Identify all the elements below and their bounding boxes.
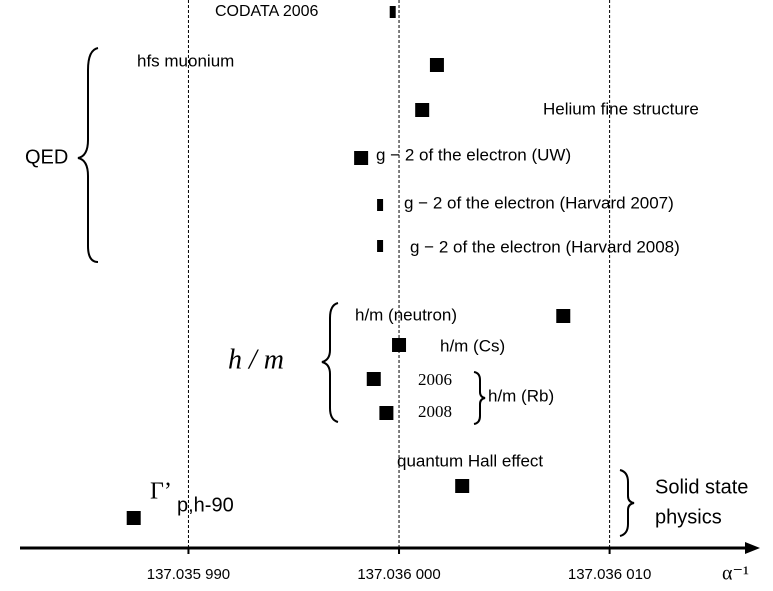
x-tick-label: 137.036 010 bbox=[568, 566, 651, 583]
marker bbox=[389, 6, 396, 18]
group-label: p,h-90 bbox=[177, 494, 234, 516]
series-label: g − 2 of the electron (UW) bbox=[376, 145, 571, 164]
marker bbox=[379, 406, 394, 420]
series-label: h/m (neutron) bbox=[355, 305, 457, 324]
x-tick-label: 137.035 990 bbox=[147, 566, 230, 583]
series-label: h/m (Cs) bbox=[440, 336, 505, 355]
x-axis-label: α⁻¹ bbox=[722, 563, 749, 585]
group-label: h / m bbox=[228, 344, 284, 375]
x-tick-label: 137.036 000 bbox=[357, 566, 440, 583]
series-label: 2006 bbox=[418, 370, 452, 389]
brace bbox=[77, 47, 99, 263]
marker bbox=[556, 309, 571, 323]
marker bbox=[366, 372, 381, 386]
series-label: CODATA 2006 bbox=[215, 3, 319, 20]
series-label: g − 2 of the electron (Harvard 2007) bbox=[404, 193, 674, 212]
brace bbox=[473, 371, 486, 425]
series-label: quantum Hall effect bbox=[397, 451, 543, 470]
group-label: QED bbox=[25, 146, 68, 168]
group-label: Solid state bbox=[655, 476, 748, 498]
marker bbox=[429, 58, 444, 72]
brace bbox=[321, 302, 339, 423]
marker bbox=[377, 240, 384, 252]
marker bbox=[455, 479, 470, 493]
marker bbox=[354, 151, 369, 165]
series-label: 2008 bbox=[418, 402, 452, 421]
group-label: physics bbox=[655, 506, 722, 528]
marker bbox=[126, 511, 141, 525]
group-label: Γ’ bbox=[150, 479, 172, 505]
brace bbox=[619, 469, 635, 537]
marker bbox=[415, 103, 430, 117]
series-label: g − 2 of the electron (Harvard 2008) bbox=[410, 237, 680, 256]
series-label: Helium fine structure bbox=[543, 99, 699, 118]
marker bbox=[392, 338, 407, 352]
axis-arrow bbox=[745, 542, 760, 554]
series-label: hfs muonium bbox=[137, 51, 234, 70]
group-label: h/m (Rb) bbox=[488, 386, 554, 405]
marker bbox=[377, 199, 384, 211]
